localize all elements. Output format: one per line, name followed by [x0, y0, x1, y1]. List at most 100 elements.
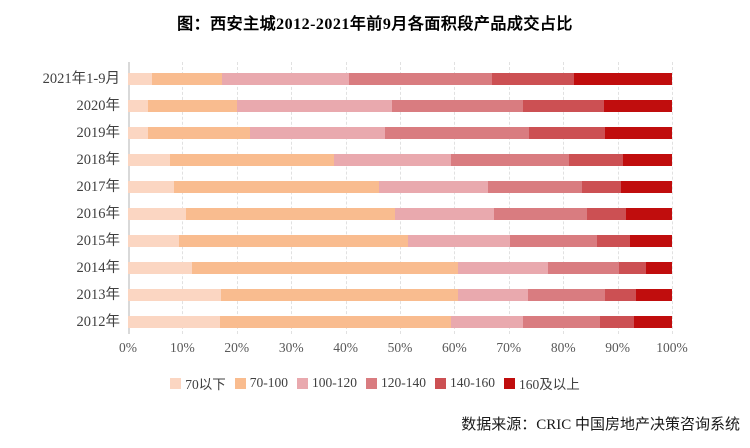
legend-label: 100-120 [312, 375, 357, 390]
x-axis-tick-label: 60% [442, 340, 467, 355]
bar-segment-140-160 [528, 127, 606, 139]
legend-swatch-icon [366, 377, 377, 389]
bar-segment-140-160 [568, 154, 623, 166]
stacked-bar [128, 73, 672, 85]
bar-segment-120-140 [391, 100, 524, 112]
x-axis-tick-label: 90% [605, 340, 630, 355]
bar-row [128, 309, 672, 336]
bar-segment-70以下 [128, 235, 180, 247]
y-axis-label: 2013年 [76, 287, 121, 303]
bar-segment-70-100 [221, 289, 458, 301]
bar-segment-120-140 [494, 208, 588, 220]
source-note: 数据来源：CRIC 中国房地产决策咨询系统 [461, 417, 740, 433]
legend-label: 70-100 [249, 375, 288, 390]
bar-row [128, 174, 672, 201]
legend-label: 140-160 [450, 375, 495, 390]
bar-segment-70-100 [147, 127, 250, 139]
bar-segment-70-100 [174, 181, 380, 193]
bar-segment-160及以上 [620, 181, 672, 193]
bar-row [128, 255, 672, 282]
bar-segment-100-120 [395, 208, 495, 220]
x-axis-tick-label: 10% [170, 340, 195, 355]
bar-segment-140-160 [587, 208, 627, 220]
bar-segment-160及以上 [630, 235, 672, 247]
gridline [508, 62, 510, 334]
legend-item: 100-120 [297, 375, 357, 391]
bar-segment-120-140 [487, 181, 583, 193]
y-axis-label: 2020年 [76, 98, 121, 114]
bar-segment-140-160 [596, 235, 631, 247]
bar-segment-70以下 [128, 262, 193, 274]
bar-segment-70-100 [186, 208, 396, 220]
bar-segment-160及以上 [645, 262, 672, 274]
gridline [400, 62, 401, 334]
stacked-bar [128, 208, 672, 220]
bar-row [128, 120, 672, 147]
legend-item: 160及以上 [504, 373, 580, 393]
y-axis-label: 2015年 [76, 233, 121, 249]
gridline [291, 62, 293, 334]
gridline [345, 62, 347, 334]
bar-segment-160及以上 [633, 316, 672, 328]
chart-title: 图：西安主城2012-2021年前9月各面积段产品成交占比 [177, 16, 573, 33]
y-axis-label: 2012年 [76, 314, 121, 330]
bar-row [128, 93, 672, 120]
legend-swatch-icon [170, 377, 182, 389]
bar-row [128, 147, 672, 174]
bar-segment-160及以上 [626, 208, 672, 220]
stacked-bar [128, 262, 672, 274]
bar-segment-100-120 [333, 154, 451, 166]
bar-segment-160及以上 [623, 154, 672, 166]
x-axis-tick-label: 20% [224, 340, 250, 355]
x-axis-tick-label: 0% [119, 340, 137, 355]
x-axis-tick-label: 80% [550, 340, 576, 355]
gridline [672, 62, 673, 334]
legend-swatch-icon [297, 377, 308, 389]
legend: 70以下 70-100 100-120 120-140 140-160 160及以上 [0, 373, 750, 393]
stacked-bar [128, 181, 672, 193]
x-axis-tick-label: 50% [387, 340, 413, 355]
bar-row [128, 228, 672, 255]
bar-segment-100-120 [408, 235, 510, 247]
y-axis-line [128, 62, 130, 334]
bar-segment-140-160 [582, 181, 621, 193]
stacked-bar [128, 127, 672, 139]
bar-segment-100-120 [379, 181, 488, 193]
gridline [563, 62, 565, 334]
legend-item: 120-140 [366, 375, 426, 391]
bar-segment-70以下 [128, 73, 152, 85]
stacked-bar [128, 100, 672, 112]
bar-segment-120-140 [384, 127, 529, 139]
y-axis-labels: 2021年1-9月 2020年 2019年 2018年 2017年 2016年 2015年 2… [0, 66, 120, 336]
x-axis-tick-label: 30% [278, 340, 304, 355]
bar-row [128, 282, 672, 309]
y-axis-label: 2018年 [76, 152, 121, 168]
legend-label: 70以下 [185, 377, 226, 392]
bar-row [128, 66, 672, 93]
bar-segment-140-160 [618, 262, 646, 274]
bar-segment-140-160 [604, 289, 637, 301]
bar-segment-70-100 [169, 154, 334, 166]
bar-segment-100-120 [249, 127, 385, 139]
bar-segment-70以下 [128, 100, 148, 112]
y-axis-label: 2016年 [76, 206, 121, 222]
bar-segment-70以下 [128, 154, 170, 166]
bar-segment-140-160 [523, 100, 604, 112]
plot-gridlines [128, 62, 673, 334]
bar-segment-70-100 [179, 235, 409, 247]
gridline [182, 62, 184, 334]
bar-segment-100-120 [237, 100, 392, 112]
legend-swatch-icon [234, 377, 246, 389]
bar-segment-100-120 [222, 73, 349, 85]
y-axis-label: 2017年 [76, 179, 121, 195]
stacked-bar [128, 289, 672, 301]
y-axis-label: 2014年 [76, 260, 121, 276]
bar-segment-160及以上 [574, 73, 672, 85]
y-axis-label: 2019年 [76, 125, 121, 141]
bar-segment-70以下 [128, 289, 222, 301]
legend-swatch-icon [504, 377, 515, 389]
x-axis-tick-label: 100% [656, 340, 688, 355]
bar-segment-70以下 [128, 208, 187, 220]
legend-item: 70以下 [170, 373, 226, 393]
x-axis-tick-label: 40% [333, 340, 358, 355]
